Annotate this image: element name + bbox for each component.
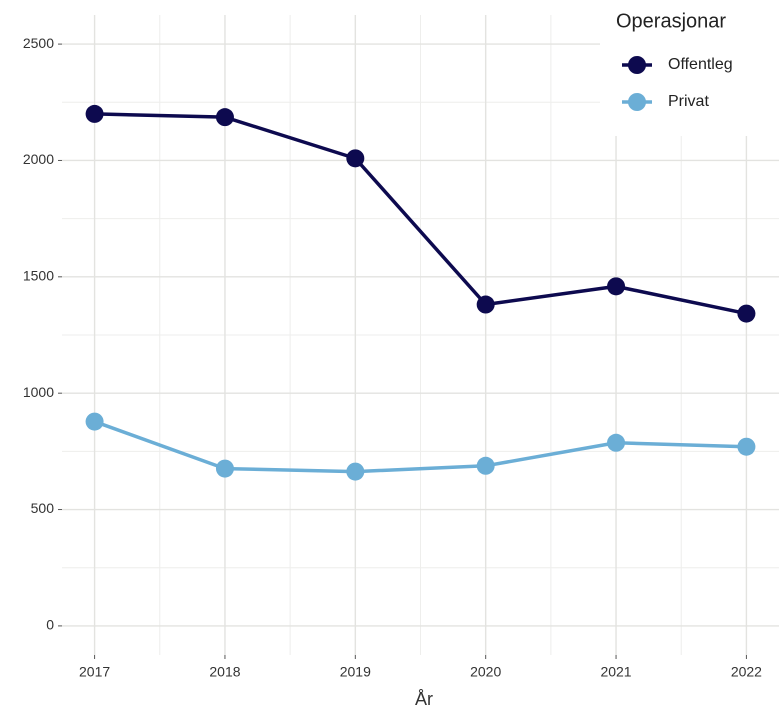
- data-point: [346, 149, 365, 168]
- x-tick-label: 2019: [340, 664, 371, 680]
- x-tick-label: 2020: [470, 664, 501, 680]
- legend-title: Operasjonar: [616, 10, 726, 32]
- data-point: [607, 277, 626, 296]
- x-tick-label: 2021: [600, 664, 631, 680]
- data-point: [346, 462, 365, 481]
- y-tick-label: 2500: [23, 35, 54, 51]
- legend: Operasjonar Offentleg Privat: [600, 0, 779, 136]
- y-tick-label: 1500: [23, 268, 54, 284]
- data-point: [476, 456, 495, 475]
- y-tick-label: 1000: [23, 384, 54, 400]
- data-point: [737, 304, 756, 323]
- x-tick-label: 2017: [79, 664, 110, 680]
- legend-key-point: [628, 56, 646, 74]
- series-line: [93, 419, 747, 474]
- x-tick-label: 2022: [731, 664, 762, 680]
- series-line: [94, 112, 747, 316]
- legend-label: Privat: [668, 93, 709, 110]
- x-tick-label: 2018: [209, 664, 240, 680]
- x-axis-label: År: [415, 689, 433, 709]
- y-tick-label: 500: [31, 500, 55, 516]
- data-point: [215, 459, 234, 478]
- legend-label: Offentleg: [668, 56, 733, 73]
- y-tick-label: 2000: [23, 151, 54, 167]
- legend-key-point: [628, 93, 646, 111]
- y-tick-label: 0: [46, 617, 54, 633]
- data-point: [215, 108, 234, 127]
- data-point: [85, 104, 104, 123]
- data-point: [607, 433, 626, 452]
- data-point: [476, 295, 495, 314]
- data-point: [85, 412, 104, 431]
- data-point: [737, 437, 756, 456]
